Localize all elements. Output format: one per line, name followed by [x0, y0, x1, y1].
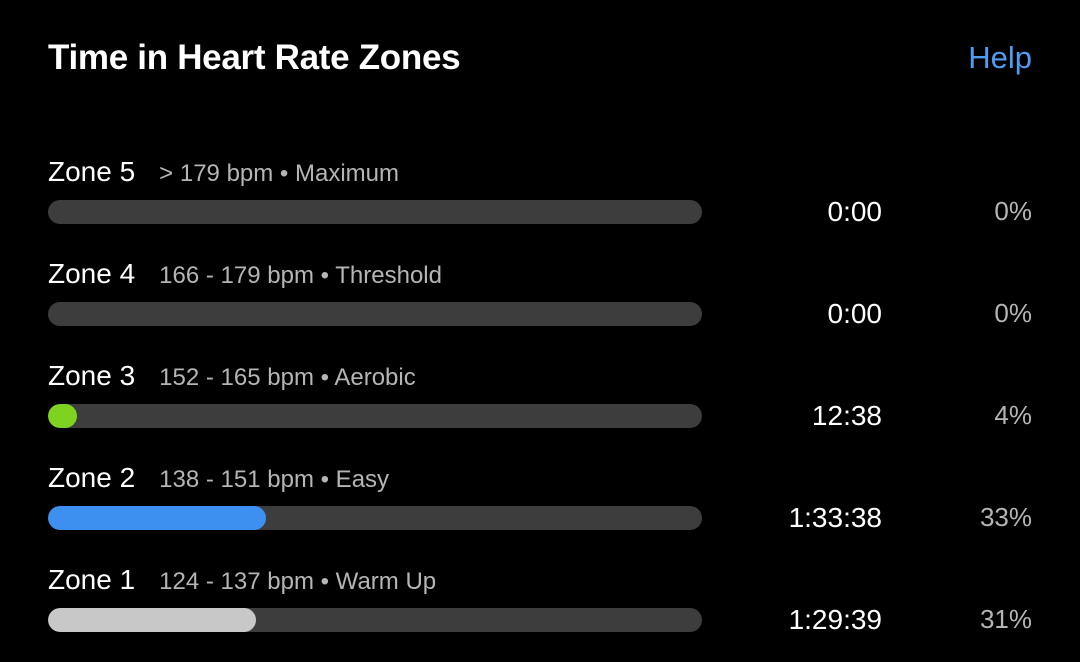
zone-name: Zone 4: [48, 258, 136, 289]
zone-percent: 33%: [979, 502, 1032, 532]
zone-progress-fill: [48, 608, 256, 632]
help-link[interactable]: Help: [968, 40, 1032, 75]
header: Time in Heart Rate Zones Help: [48, 34, 1032, 82]
zone-time: 12:38: [811, 400, 882, 431]
zone-name: Zone 2: [48, 462, 136, 493]
zone-time: 1:33:38: [788, 502, 882, 533]
zone-range: 124 - 137 bpm • Warm Up: [159, 568, 437, 595]
zone-time: 1:29:39: [788, 604, 882, 635]
page-title: Time in Heart Rate Zones: [48, 38, 461, 77]
zone-progress-track: [48, 200, 702, 224]
zone-percent: 0%: [994, 196, 1032, 226]
zone-row-3: Zone 3 152 - 165 bpm • Aerobic 12:38 4%: [48, 356, 1032, 458]
zone-row-5: Zone 5 > 179 bpm • Maximum 0:00 0%: [48, 152, 1032, 254]
zone-progress-track: [48, 608, 702, 632]
zone-percent: 31%: [979, 604, 1032, 634]
zone-list: Zone 5 > 179 bpm • Maximum 0:00 0% Zone …: [48, 152, 1032, 662]
zone-percent: 0%: [994, 298, 1032, 328]
zone-progress-track: [48, 404, 702, 428]
zone-time: 0:00: [827, 298, 883, 329]
zone-row-1: Zone 1 124 - 137 bpm • Warm Up 1:29:39 3…: [48, 560, 1032, 662]
zone-range: 138 - 151 bpm • Easy: [159, 466, 390, 493]
zone-progress-fill: [48, 506, 266, 530]
zone-percent: 4%: [994, 400, 1032, 430]
zone-progress-fill: [48, 404, 77, 428]
zone-progress-track: [48, 506, 702, 530]
zone-name: Zone 5: [48, 156, 136, 187]
zone-range: 166 - 179 bpm • Threshold: [159, 262, 442, 289]
zone-row-2: Zone 2 138 - 151 bpm • Easy 1:33:38 33%: [48, 458, 1032, 560]
zone-progress-track: [48, 302, 702, 326]
zone-range: 152 - 165 bpm • Aerobic: [159, 364, 416, 391]
zone-row-4: Zone 4 166 - 179 bpm • Threshold 0:00 0%: [48, 254, 1032, 356]
zone-name: Zone 1: [48, 564, 136, 595]
zone-time: 0:00: [827, 196, 883, 227]
zone-range: > 179 bpm • Maximum: [159, 160, 399, 187]
zone-name: Zone 3: [48, 360, 136, 391]
